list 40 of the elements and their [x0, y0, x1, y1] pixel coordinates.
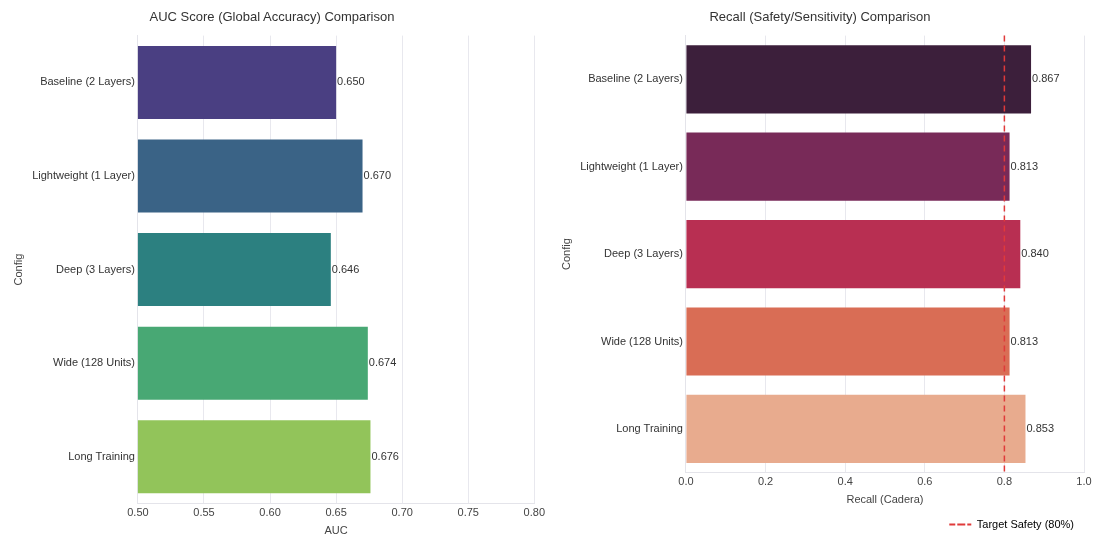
legend-label: Target Safety (80%): [976, 517, 1075, 530]
y-tick-label: Deep (3 Layers): [604, 247, 683, 260]
x-tick-label: 0.50: [127, 506, 149, 519]
y-tick-label: Wide (128 Units): [53, 356, 135, 369]
x-tick-label: 0.65: [325, 506, 347, 519]
x-axis-title: AUC: [324, 524, 348, 537]
y-axis-title: Config: [11, 253, 24, 286]
data-label: 0.840: [1021, 247, 1049, 260]
data-label: 0.674: [368, 356, 397, 369]
x-axis-title: Recall (Cadera): [846, 493, 924, 506]
x-tick-label: 1.0: [1076, 475, 1092, 488]
x-tick-label: 0.4: [837, 475, 853, 488]
x-tick-label: 0.70: [391, 506, 413, 519]
x-tick-label: 0.75: [457, 506, 479, 519]
data-label: 0.646: [331, 262, 360, 275]
y-tick-label: Lightweight (1 Layer): [32, 169, 135, 182]
chart-title: AUC Score (Global Accuracy) Comparison: [149, 9, 395, 25]
data-label: 0.867: [1032, 72, 1060, 85]
data-label: 0.853: [1026, 421, 1055, 434]
x-tick-label: 0.8: [996, 475, 1013, 488]
y-tick-label: Wide (128 Units): [601, 334, 683, 347]
y-tick-label: Long Training: [616, 421, 683, 434]
data-label: 0.650: [337, 75, 365, 88]
y-tick-label: Lightweight (1 Layer): [580, 159, 683, 172]
x-tick-label: 0.2: [757, 475, 774, 488]
x-tick-label: 0.55: [193, 506, 215, 519]
x-tick-label: 0.80: [523, 506, 546, 519]
data-label: 0.670: [363, 169, 392, 182]
chart-title: Recall (Safety/Sensitivity) Comparison: [709, 9, 931, 25]
y-tick-label: Deep (3 Layers): [56, 262, 135, 275]
x-tick-label: 0.60: [259, 506, 281, 519]
data-label: 0.813: [1010, 334, 1039, 347]
x-tick-label: 0.0: [678, 475, 694, 488]
y-tick-label: Baseline (2 Layers): [588, 72, 683, 85]
data-label: 0.813: [1010, 159, 1039, 172]
x-tick-label: 0.6: [917, 475, 933, 488]
y-tick-label: Baseline (2 Layers): [40, 75, 135, 88]
y-tick-label: Long Training: [68, 449, 135, 462]
y-axis-title: Config: [559, 238, 572, 270]
data-label: 0.676: [371, 449, 399, 462]
